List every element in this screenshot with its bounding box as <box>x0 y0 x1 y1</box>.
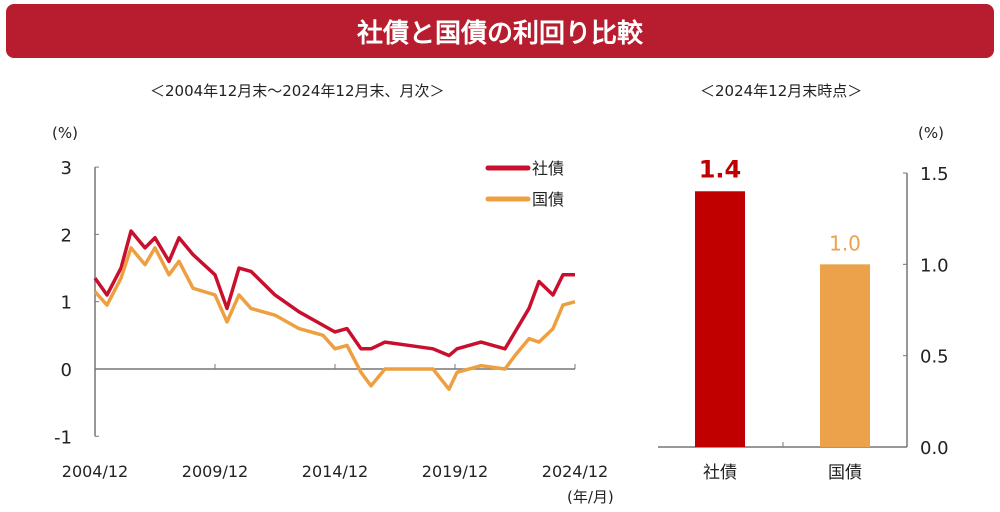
bar-value-label: 1.4 <box>699 155 742 183</box>
bar-y-tick-label: 1.0 <box>920 255 949 276</box>
x-tick-label: 2009/12 <box>182 462 248 481</box>
bar-jgb <box>820 264 870 447</box>
line-x-unit: (年/月) <box>567 488 614 506</box>
bar-y-tick-label: 0.0 <box>920 438 949 459</box>
bar-corporate <box>695 191 745 447</box>
y-tick-label: 2 <box>61 225 72 246</box>
legend-label: 国債 <box>532 190 564 209</box>
bar-category-label: 国債 <box>828 463 862 483</box>
x-tick-label: 2004/12 <box>62 462 128 481</box>
y-tick-label: 3 <box>61 158 72 179</box>
x-tick-label: 2019/12 <box>422 462 488 481</box>
bar-chart-subtitle: ＜2024年12月末時点＞ <box>700 82 863 100</box>
y-tick-label: 0 <box>61 360 72 381</box>
line-chart-subtitle: ＜2004年12月末～2024年12月末、月次＞ <box>150 82 445 100</box>
line-y-unit: (%) <box>52 124 78 142</box>
y-tick-label: -1 <box>54 427 72 448</box>
series-line-corporate <box>93 229 575 358</box>
bar-y-unit: (%) <box>918 124 944 142</box>
bar-y-tick-label: 1.5 <box>920 164 949 185</box>
page-title: 社債と国債の利回り比較 <box>6 4 994 58</box>
y-tick-label: 1 <box>61 293 72 314</box>
legend-label: 社債 <box>532 159 564 178</box>
series-line-jgb <box>93 246 576 391</box>
x-tick-label: 2024/12 <box>542 462 608 481</box>
bar-value-label: 1.0 <box>829 231 861 255</box>
x-tick-label: 2014/12 <box>302 462 368 481</box>
bar-y-tick-label: 0.5 <box>920 347 949 368</box>
bar-category-label: 社債 <box>703 463 737 483</box>
